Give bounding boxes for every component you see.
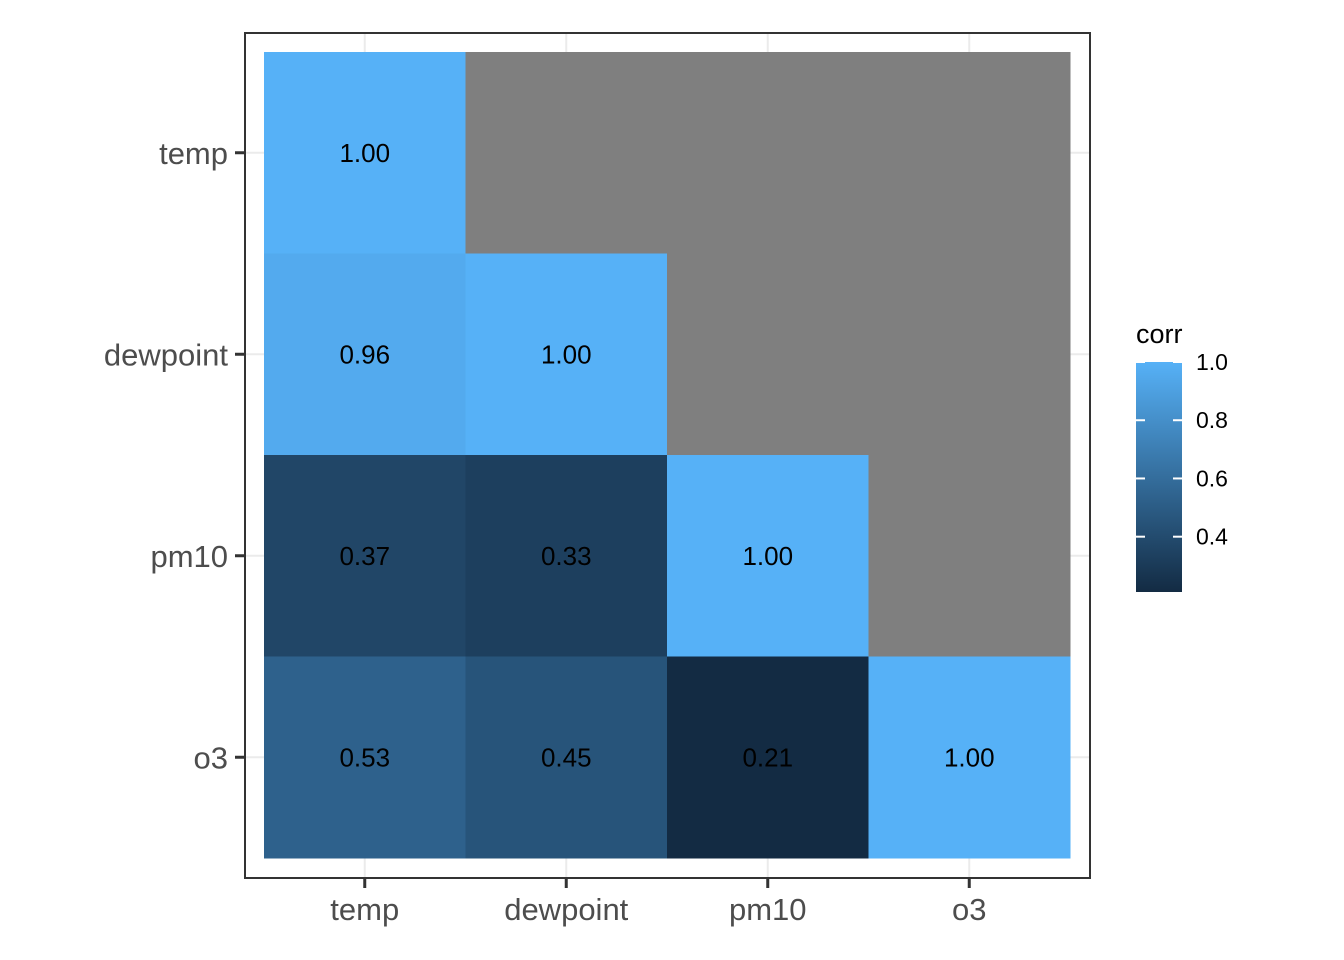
- cell-value-label: 1.00: [339, 138, 390, 168]
- y-tick-label: pm10: [150, 539, 228, 574]
- cell-value-label: 0.45: [541, 742, 592, 772]
- cell-value-label: 0.96: [339, 339, 390, 369]
- x-tick-label: pm10: [729, 892, 807, 927]
- heatmap-cells: [264, 52, 1071, 859]
- legend-tick-label: 1.0: [1196, 349, 1228, 375]
- cell-value-label: 0.21: [742, 742, 793, 772]
- heatmap-cell: [465, 253, 668, 456]
- x-tick-label: o3: [952, 892, 986, 927]
- heatmap-cell: [264, 455, 466, 657]
- heatmap-cell-empty: [868, 455, 1071, 657]
- legend-tick-label: 0.8: [1196, 407, 1228, 433]
- heatmap-cell-empty: [667, 253, 869, 456]
- heatmap-cell: [465, 656, 668, 859]
- cell-value-label: 1.00: [541, 339, 592, 369]
- heatmap-cell: [868, 656, 1071, 859]
- legend-title: corr: [1136, 319, 1183, 349]
- y-tick-label: temp: [159, 136, 228, 171]
- heatmap-cell: [465, 455, 668, 657]
- heatmap-cell: [667, 455, 869, 657]
- y-tick-label: o3: [194, 740, 228, 775]
- heatmap-cell-empty: [667, 52, 869, 254]
- heatmap-cell-empty: [465, 52, 668, 254]
- heatmap-cell: [264, 52, 466, 254]
- cell-value-label: 0.33: [541, 541, 592, 571]
- legend-tick-label: 0.4: [1196, 524, 1228, 550]
- cell-value-label: 0.53: [339, 742, 390, 772]
- plot-border: [244, 32, 1091, 879]
- heatmap-cell-empty: [868, 253, 1071, 456]
- heatmap-cell: [264, 656, 466, 859]
- legend-colorbar: [1136, 362, 1182, 592]
- heatmap-cell-empty: [868, 52, 1071, 254]
- heatmap-cell: [264, 253, 466, 456]
- x-tick-label: dewpoint: [504, 892, 628, 927]
- x-tick-label: temp: [330, 892, 399, 927]
- legend: corr 1.0 0.8 0.6 0.4: [1136, 319, 1228, 592]
- axes: temp dewpoint pm10 o3 temp dewpoint pm10 o3: [104, 136, 987, 927]
- cell-labels: 1.00 0.96 1.00 0.37 0.33 1.00 0.53 0.45 0.21 1.00: [339, 138, 994, 773]
- legend-tick-label: 0.6: [1196, 465, 1228, 491]
- y-tick-label: dewpoint: [104, 337, 228, 372]
- cell-value-label: 1.00: [742, 541, 793, 571]
- cell-value-label: 0.37: [339, 541, 390, 571]
- heatmap-cell: [667, 656, 869, 859]
- cell-value-label: 1.00: [944, 742, 995, 772]
